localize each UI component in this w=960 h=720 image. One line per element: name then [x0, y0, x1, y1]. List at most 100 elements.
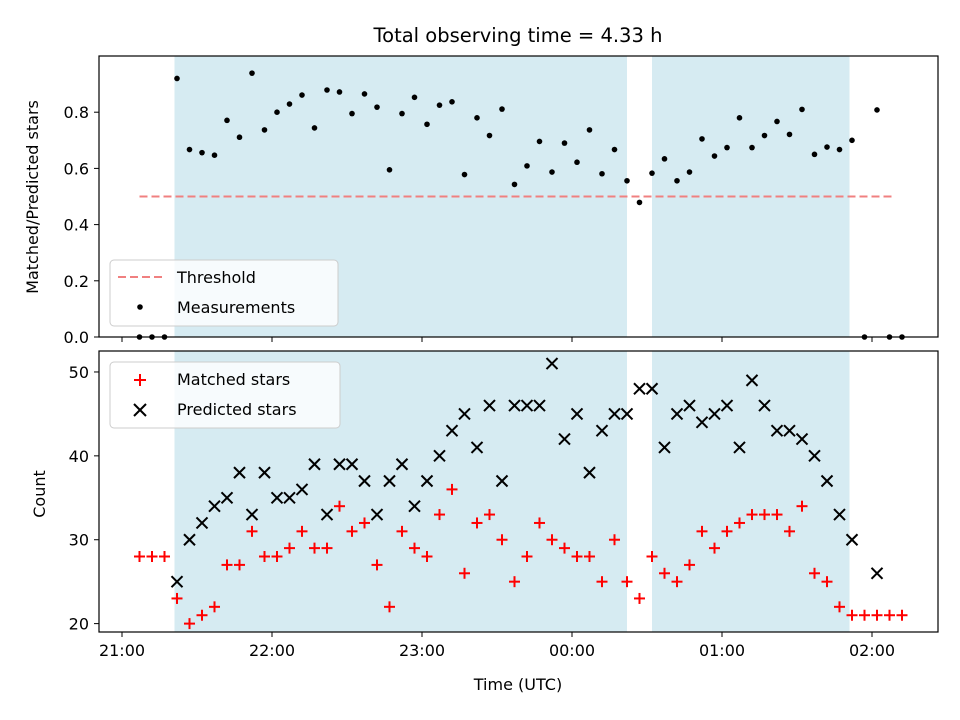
- measurement-point: [824, 144, 830, 150]
- predicted-stars-point: [195, 516, 209, 530]
- measurement-point: [374, 104, 380, 110]
- matched-stars-point: [621, 576, 633, 588]
- predicted-stars-point: [295, 483, 309, 496]
- predicted-stars-point: [208, 499, 221, 513]
- measurement-point: [711, 153, 718, 159]
- measurement-point: [324, 87, 330, 93]
- predicted-stars-point: [508, 399, 521, 412]
- measurement-point: [286, 101, 293, 107]
- predicted-stars-point: [458, 407, 471, 421]
- matched-stars-point: [234, 559, 245, 571]
- predicted-stars-point: [270, 491, 284, 504]
- x-axis-label: Time (UTC): [473, 675, 562, 694]
- matched-stars-point: [284, 542, 295, 554]
- measurement-point: [611, 146, 618, 153]
- bottom-shaded-interval: [652, 351, 850, 632]
- predicted-stars-point: [695, 416, 709, 429]
- measurement-point: [299, 92, 305, 98]
- matched-stars-point: [859, 609, 870, 621]
- matched-stars-point: [396, 525, 408, 537]
- predicted-stars-point: [495, 474, 509, 488]
- matched-stars-point: [771, 509, 783, 521]
- predicted-stars-point: [520, 399, 534, 412]
- measurement-point: [311, 125, 318, 131]
- predicted-stars-point: [408, 499, 421, 513]
- matched-legend-label: Matched stars: [177, 370, 290, 389]
- predicted-stars-point: [658, 441, 671, 454]
- measurement-point: [486, 132, 493, 139]
- top-y-axis-label: Matched/Predicted stars: [23, 100, 42, 294]
- matched-stars-point: [221, 559, 233, 571]
- measurement-point: [536, 138, 543, 145]
- predicted-stars-point: [233, 466, 246, 479]
- predicted-stars-point: [470, 441, 484, 454]
- measurement-point: [586, 127, 593, 133]
- measurement-point: [549, 169, 555, 175]
- predicted-stars-point: [608, 407, 621, 421]
- matched-stars-point: [559, 542, 570, 554]
- matched-stars-point: [534, 517, 545, 529]
- matched-stars-point: [759, 509, 770, 521]
- predicted-stars-point: [545, 357, 559, 370]
- matched-stars-point: [896, 609, 908, 621]
- predicted-stars-point: [570, 407, 584, 421]
- matched-stars-point: [271, 551, 283, 563]
- measurement-point: [811, 151, 818, 158]
- measurement-point: [499, 106, 505, 112]
- measurement-point: [411, 94, 418, 101]
- top-y-tick-label: 0.0: [64, 328, 89, 347]
- top-panel: 0.00.20.40.60.8 Matched/Predicted stars …: [23, 55, 939, 347]
- matched-stars-point: [659, 567, 670, 579]
- predicted-legend-label: Predicted stars: [177, 400, 297, 419]
- matched-stars-point: [484, 509, 495, 521]
- x-tick-label: 22:00: [249, 641, 295, 660]
- top-legend-box: [109, 259, 339, 327]
- matched-stars-point: [359, 517, 370, 529]
- measurement-point: [761, 132, 768, 139]
- matched-stars-point: [784, 525, 795, 537]
- predicted-stars-point: [720, 399, 734, 412]
- measurement-point: [386, 167, 393, 173]
- predicted-stars-point: [220, 491, 234, 504]
- bottom-y-tick-label: 30: [69, 531, 89, 550]
- matched-stars-point: [721, 525, 733, 537]
- matched-stars-point: [371, 559, 383, 571]
- matched-stars-point: [296, 525, 308, 537]
- bottom-y-tick-label: 20: [69, 615, 89, 634]
- measurement-point: [624, 177, 630, 184]
- matched-stars-point: [796, 500, 808, 512]
- predicted-stars-point: [445, 424, 459, 437]
- matched-stars-point: [184, 618, 195, 630]
- measurement-point: [174, 75, 180, 82]
- matched-stars-point: [709, 542, 720, 554]
- measurement-point: [574, 159, 580, 166]
- matched-stars-point: [334, 500, 345, 512]
- matched-stars-point: [846, 609, 858, 621]
- measurement-point: [449, 99, 455, 105]
- predicted-stars-point: [345, 458, 359, 471]
- predicted-stars-point: [483, 399, 496, 412]
- matched-stars-point: [309, 542, 320, 554]
- predicted-stars-point: [620, 407, 634, 421]
- measurement-point: [336, 89, 343, 95]
- x-tick-label: 21:00: [99, 641, 145, 660]
- predicted-stars-point: [845, 533, 859, 546]
- measurement-point: [786, 131, 793, 138]
- matched-stars-point: [246, 525, 258, 537]
- measurement-point: [474, 115, 480, 121]
- predicted-stars-point: [733, 441, 746, 454]
- matched-legend-swatch: [134, 374, 146, 386]
- predicted-stars-point: [533, 399, 546, 412]
- matched-stars-point: [671, 576, 683, 588]
- measurement-point: [361, 91, 368, 97]
- measurement-point: [661, 156, 668, 162]
- predicted-stars-point: [708, 407, 721, 421]
- matched-stars-point: [746, 509, 758, 521]
- measurement-point: [461, 171, 468, 178]
- predicted-stars-point: [283, 491, 296, 504]
- measurement-point: [261, 127, 268, 133]
- predicted-stars-point: [808, 449, 821, 463]
- predicted-stars-point: [320, 508, 334, 521]
- predicted-stars-point: [170, 575, 184, 588]
